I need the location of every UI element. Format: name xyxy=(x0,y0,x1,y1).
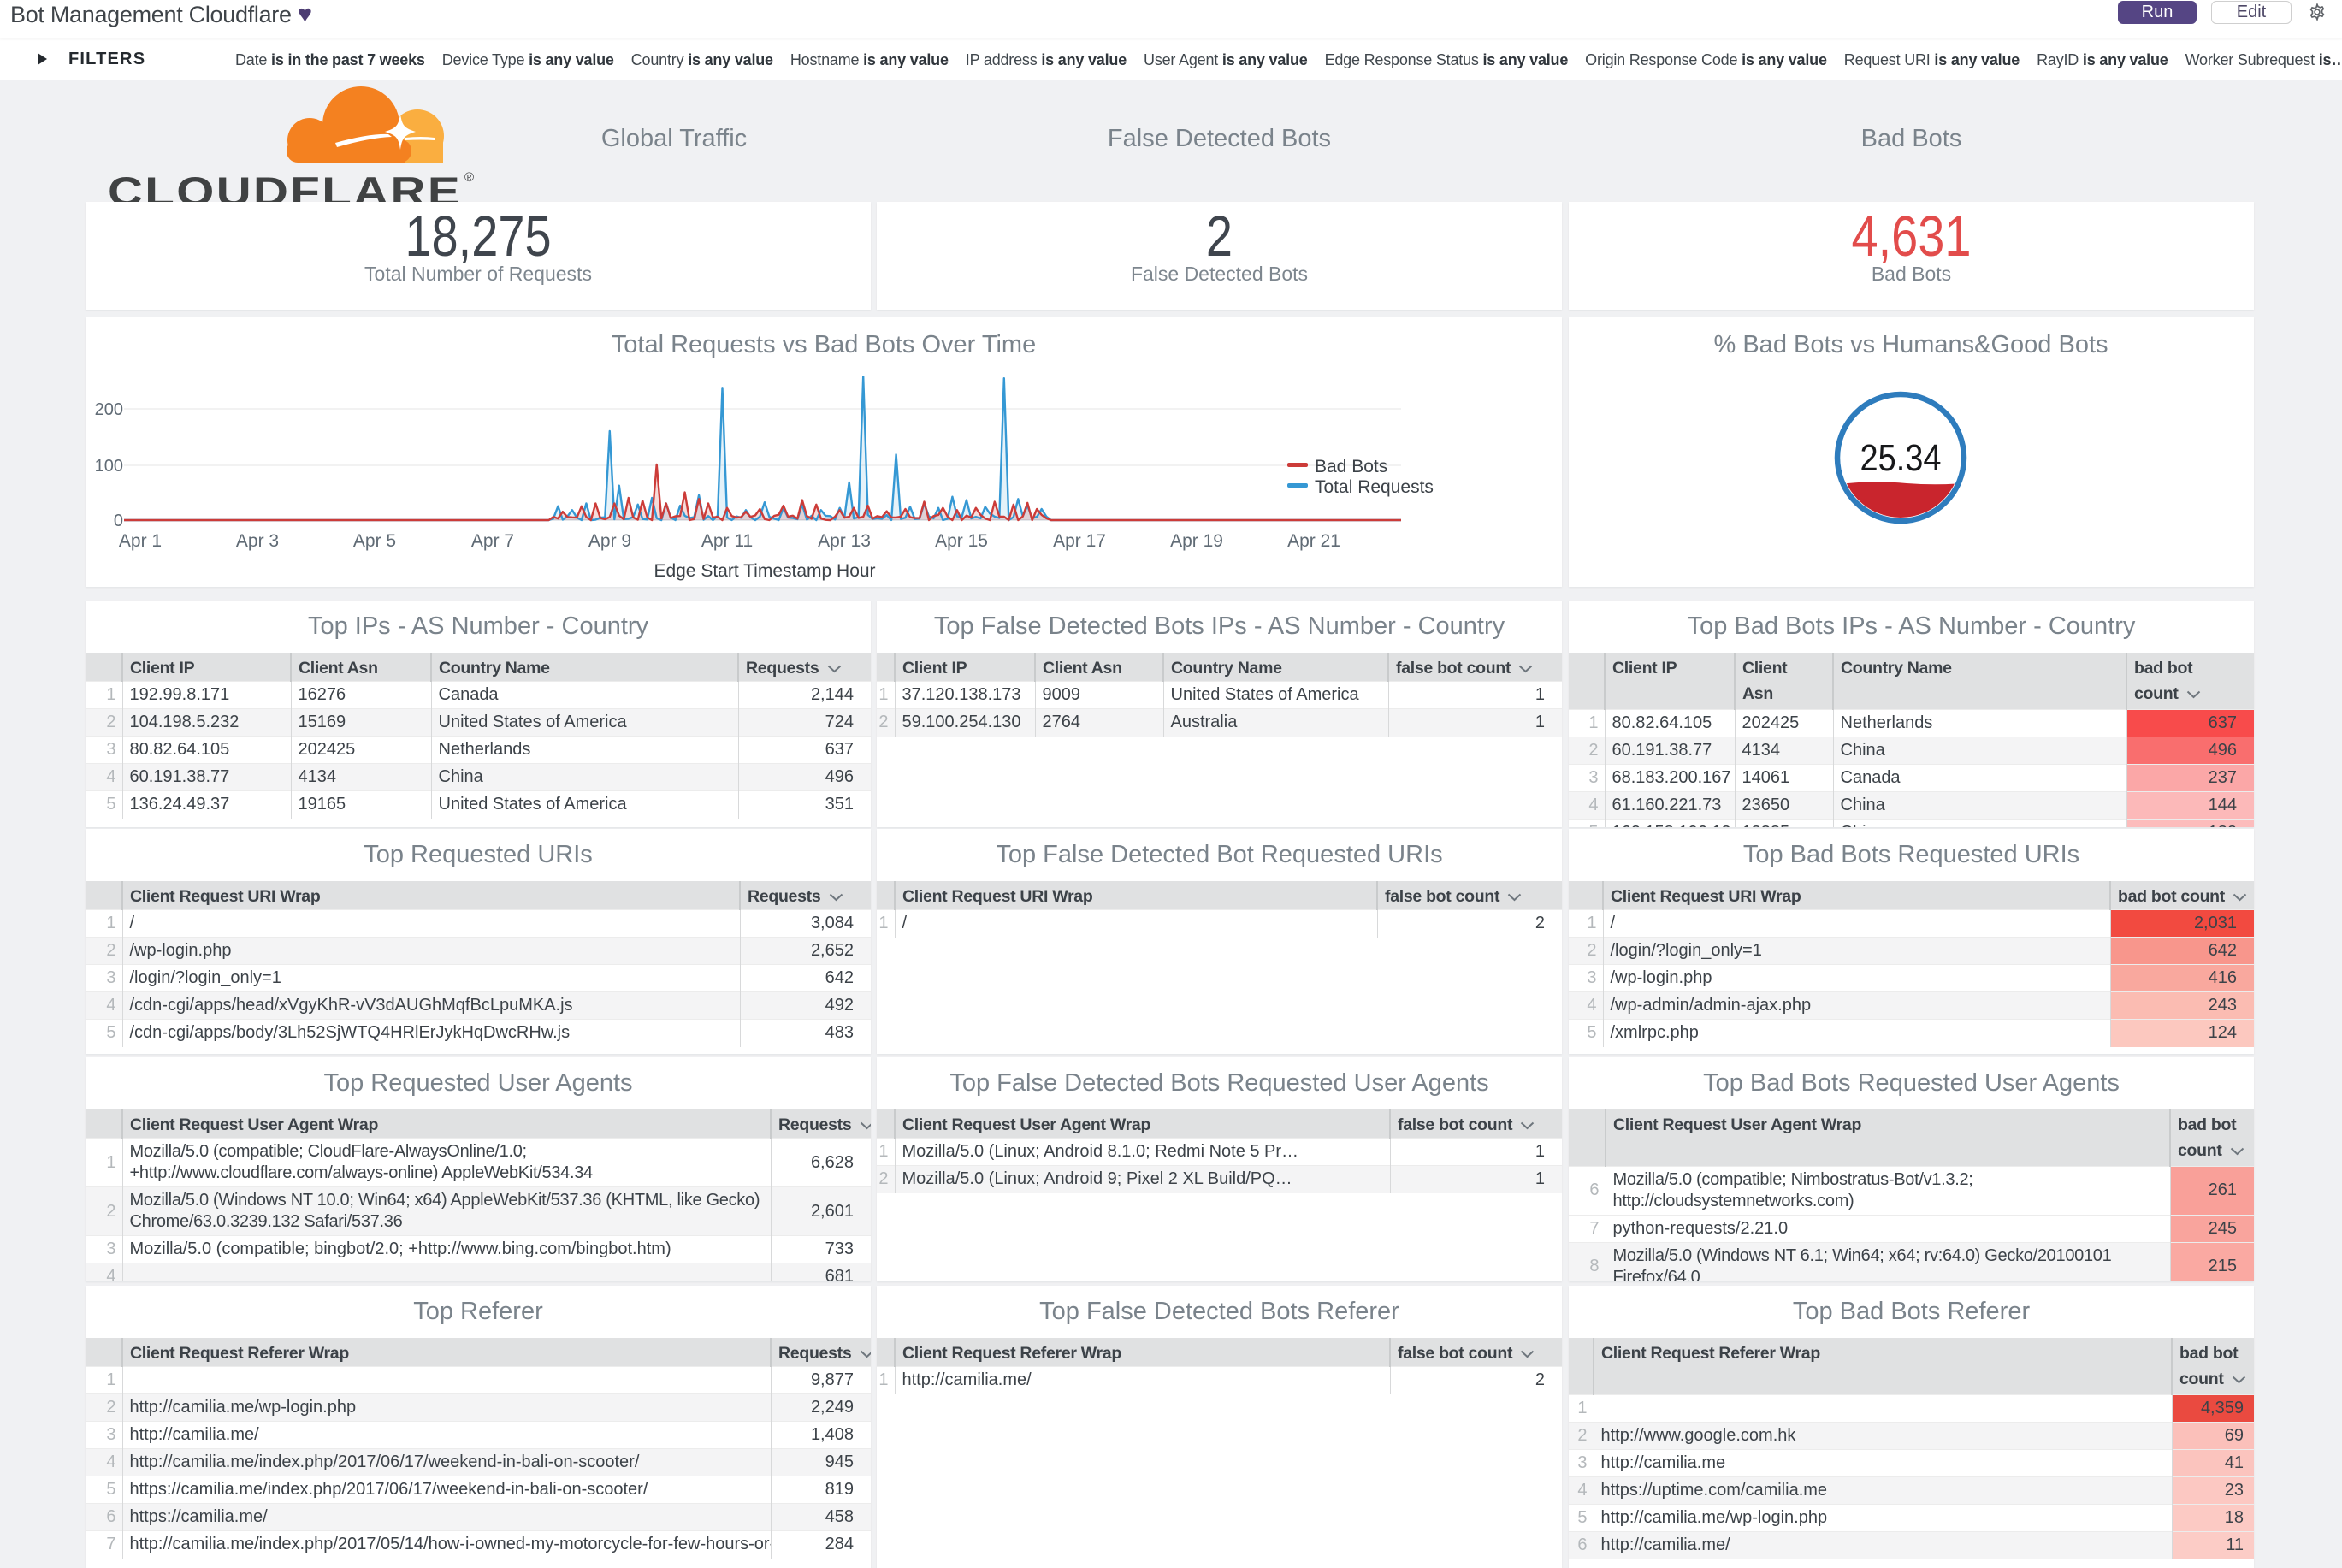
svg-text:Apr 3: Apr 3 xyxy=(236,531,279,551)
svg-text:Total Requests vs Bad Bots Ove: Total Requests vs Bad Bots Over Time xyxy=(612,331,1036,358)
svg-text:Apr 9: Apr 9 xyxy=(588,531,631,551)
svg-text:Apr 17: Apr 17 xyxy=(1053,531,1106,551)
svg-text:Apr 13: Apr 13 xyxy=(818,531,871,551)
svg-text:CLOUDFLARE: CLOUDFLARE xyxy=(108,169,462,208)
svg-text:100: 100 xyxy=(95,457,123,476)
svg-text:Apr 15: Apr 15 xyxy=(935,531,988,551)
svg-text:0: 0 xyxy=(114,512,123,530)
svg-text:Apr 7: Apr 7 xyxy=(471,531,514,551)
svg-text:Apr 19: Apr 19 xyxy=(1170,531,1223,551)
svg-text:Apr 5: Apr 5 xyxy=(353,531,396,551)
svg-text:Total Requests: Total Requests xyxy=(1315,477,1434,497)
svg-text:Apr 11: Apr 11 xyxy=(701,531,753,551)
svg-text:200: 200 xyxy=(95,400,123,419)
svg-text:®: ® xyxy=(464,170,474,185)
svg-text:25.34: 25.34 xyxy=(1860,437,1942,479)
svg-text:Edge Start Timestamp Hour: Edge Start Timestamp Hour xyxy=(654,561,875,581)
svg-text:Apr 21: Apr 21 xyxy=(1287,531,1340,551)
svg-text:Bad Bots: Bad Bots xyxy=(1315,457,1387,476)
svg-text:% Bad Bots vs Humans&Good Bots: % Bad Bots vs Humans&Good Bots xyxy=(1714,331,2108,358)
svg-text:Apr 1: Apr 1 xyxy=(119,531,162,551)
